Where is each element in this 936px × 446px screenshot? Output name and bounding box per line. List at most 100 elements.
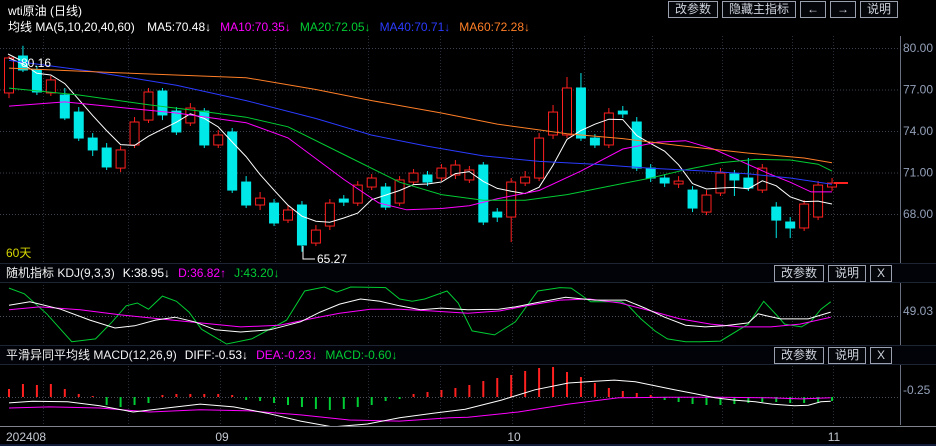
candle-body [589,137,600,146]
kdj-value-0: K:38.95↓ [122,266,171,280]
kdj-k-line [8,296,831,333]
price-axis-label: 77.00 [903,82,933,96]
candle-body [408,172,419,183]
low-marker-line [302,246,315,260]
macd-change-params-button[interactable]: 改参数 [773,347,824,364]
candle-body [771,206,782,221]
kdj-d-line [8,298,831,328]
macd-diff-line [8,379,831,426]
scroll-left-button[interactable]: ← [799,1,826,18]
candle-body [603,112,614,146]
candle-body [241,181,252,206]
time-axis: 202408 09 10 11 [0,426,936,446]
kdj-title: 随机指标 KDJ(9,3,3) [6,266,115,280]
candle-body [799,203,810,229]
candle-body [296,204,307,246]
time-axis-label-09: 09 [215,430,229,444]
candle-body [520,176,531,184]
scroll-right-button[interactable]: → [829,1,856,18]
ma-header-prefix: 均线 MA(5,10,20,40,60) [8,20,135,34]
macd-help-button[interactable]: 说明 [827,347,866,364]
change-params-button[interactable]: 改参数 [667,1,718,18]
candle-body [324,202,335,227]
macd-dea-line [8,396,831,422]
candle-body [171,110,182,133]
candle-body [715,172,726,194]
candle-body [785,221,796,229]
price-axis-label: 68.00 [903,207,933,221]
macd-header: 平滑异同平均线 MACD(12,26,9) DIFF:-0.53↓ DEA:-0.2… [0,345,936,365]
kdj-close-button[interactable]: X [869,265,892,282]
time-axis-label-11: 11 [827,430,841,444]
candle-body [4,57,14,94]
low-annotation: 65.27 [317,252,347,266]
candle-body [45,79,56,94]
ma60-line [8,67,833,164]
candle-body [227,131,238,191]
candle-body [575,87,586,139]
candle-body [129,121,140,146]
ma5-line [8,57,833,223]
candle-body [115,149,126,169]
candle-body [562,87,572,136]
kdj-change-params-button[interactable]: 改参数 [773,265,824,282]
candle-body [673,180,684,185]
candle-body [422,174,433,183]
macd-title: 平滑异同平均线 MACD(12,26,9) [6,348,177,362]
candle-body [631,121,642,169]
time-axis-label-10: 10 [507,430,521,444]
candle-body [366,177,377,188]
macd-close-button[interactable]: X [869,347,892,364]
candle-body [729,173,740,181]
hide-main-indicator-button[interactable]: 隐藏主指标 [721,1,796,18]
window-size-label: 60天 [6,246,31,260]
candle-body [436,167,447,179]
ma-indicator-header: 均线 MA(5,10,20,40,60) MA5:70.48↓ MA10:70.3… [0,19,936,36]
macd-buttons: 改参数 说明 X [773,347,892,364]
kdj-axis-label: 49.03 [903,304,933,318]
price-axis-label: 80.00 [903,41,933,55]
ma40-line [8,59,833,185]
kdj-buttons: 改参数 说明 X [773,265,892,282]
candle-body [213,134,224,146]
topbar-buttons: 改参数 隐藏主指标 ← → 说明 [667,1,898,18]
candle-body [827,182,838,188]
kdj-j-line [8,286,832,345]
ma-value-0: MA5:70.48↓ [147,20,212,34]
chart-title: wti原油 (日线) [8,4,82,18]
ma-value-3: MA40:70.71↓ [379,20,451,34]
macd-value-1: DEA:-0.23↓ [256,348,318,362]
title-bar: wti原油 (日线) 改参数 隐藏主指标 ← → 说明 [0,0,936,18]
candle-body [645,167,656,179]
kdj-value-1: D:36.82↑ [178,266,227,280]
macd-value-2: MACD:-0.60↓ [325,348,398,362]
kdj-value-2: J:43.20↓ [234,266,280,280]
ma-value-4: MA60:72.28↓ [459,20,530,34]
candle-body [59,94,70,119]
price-axis-label: 74.00 [903,124,933,138]
candle-body [534,137,545,179]
candle-body [31,69,42,93]
high-marker-line [7,53,21,61]
candle-body [617,110,628,115]
candle-body [687,189,698,209]
macd-value-0: DIFF:-0.53↓ [184,348,249,362]
candle-body [659,177,670,184]
candle-body [492,211,503,218]
candle-body [199,110,210,146]
candle-body [450,164,461,176]
candle-body [548,111,559,136]
candle-body [269,202,280,224]
ma-value-2: MA20:72.05↓ [299,20,371,34]
kdj-help-button[interactable]: 说明 [827,265,866,282]
kdj-header: 随机指标 KDJ(9,3,3) K:38.95↓ D:36.82↑ J:43.20↓ … [0,263,936,283]
candle-body [283,209,293,221]
high-annotation: 80.16 [21,56,51,70]
candle-body [478,164,489,223]
candle-body [101,147,112,168]
macd-values: DIFF:-0.53↓ DEA:-0.23↓ MACD:-0.60↓ [185,348,406,362]
ma10-line [8,101,832,211]
help-button[interactable]: 说明 [859,1,898,18]
